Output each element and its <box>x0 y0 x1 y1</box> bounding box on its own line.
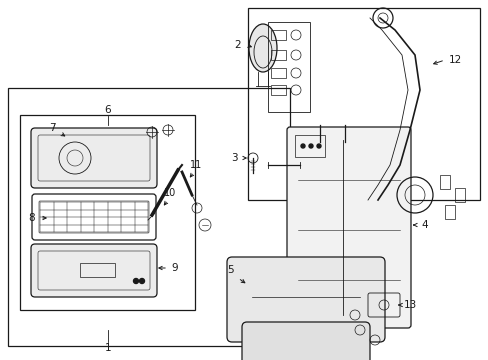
Text: 9: 9 <box>171 263 178 273</box>
Text: 12: 12 <box>447 55 461 65</box>
Bar <box>439 175 449 189</box>
Circle shape <box>133 279 138 284</box>
Ellipse shape <box>248 24 276 72</box>
Text: 7: 7 <box>49 123 55 133</box>
Text: 5: 5 <box>226 265 233 275</box>
Bar <box>80 263 115 277</box>
Circle shape <box>308 144 312 148</box>
Text: 11: 11 <box>189 160 202 170</box>
Bar <box>8 88 289 346</box>
Bar <box>270 68 285 78</box>
Bar <box>267 22 309 112</box>
Bar <box>444 205 454 219</box>
Bar <box>270 85 285 95</box>
FancyBboxPatch shape <box>226 257 384 342</box>
Text: 3: 3 <box>230 153 237 163</box>
Circle shape <box>139 279 144 284</box>
Text: 8: 8 <box>29 213 35 223</box>
FancyBboxPatch shape <box>31 128 157 188</box>
Circle shape <box>316 144 320 148</box>
FancyBboxPatch shape <box>286 127 410 328</box>
Text: 4: 4 <box>421 220 427 230</box>
Bar <box>247 8 479 200</box>
Text: 2: 2 <box>234 40 241 50</box>
Circle shape <box>301 144 305 148</box>
Text: 10: 10 <box>163 188 176 198</box>
Text: 6: 6 <box>104 105 111 115</box>
Bar <box>20 115 195 310</box>
Text: 13: 13 <box>403 300 416 310</box>
Text: 1: 1 <box>104 343 111 353</box>
Bar <box>294 135 325 157</box>
FancyBboxPatch shape <box>31 244 157 297</box>
FancyBboxPatch shape <box>242 322 369 360</box>
Bar <box>270 30 285 40</box>
Bar <box>270 50 285 60</box>
Bar <box>454 188 464 202</box>
